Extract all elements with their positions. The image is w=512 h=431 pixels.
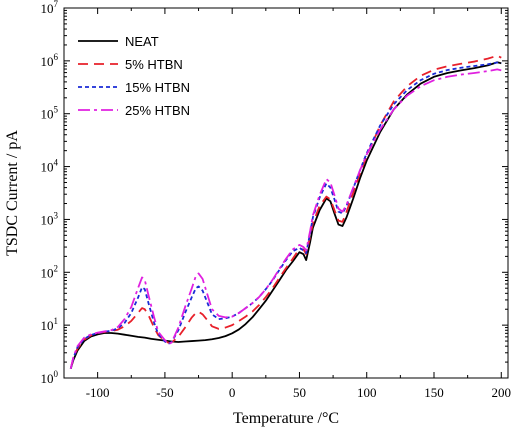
y-tick-label: 107 <box>41 0 59 16</box>
x-tick-label: 50 <box>293 385 306 400</box>
y-axis-title: TSDC Current / pA <box>4 130 21 256</box>
y-tick-label: 105 <box>41 105 59 122</box>
y-tick-label: 104 <box>41 158 59 175</box>
series-line-25-htbn <box>69 68 502 369</box>
x-tick-label: 100 <box>357 385 377 400</box>
legend-label-5-htbn: 5% HTBN <box>125 57 183 72</box>
y-tick-label: 100 <box>41 369 59 386</box>
y-tick-label: 106 <box>41 52 59 69</box>
legend-label-15-htbn: 15% HTBN <box>125 80 190 95</box>
y-tick-label: 102 <box>41 263 59 280</box>
x-tick-label: 0 <box>229 385 236 400</box>
series-lines <box>69 54 502 369</box>
x-tick-label: 150 <box>424 385 444 400</box>
x-tick-label: -100 <box>86 385 110 400</box>
axis-ticks: -100 -50 0 50 100 150 200 100 101 102 103 104 105 106… <box>41 0 512 400</box>
x-tick-label: -50 <box>156 385 173 400</box>
legend: NEAT 5% HTBN 15% HTBN 25% HTBN <box>78 34 190 118</box>
series-line-neat <box>69 61 502 369</box>
y-tick-label: 103 <box>41 210 59 227</box>
legend-label-neat: NEAT <box>125 34 159 49</box>
plot-frame <box>63 7 509 379</box>
x-tick-label: 200 <box>492 385 512 400</box>
y-tick-label: 101 <box>41 316 59 333</box>
x-axis-title: Temperature /°C <box>233 410 339 427</box>
legend-label-25-htbn: 25% HTBN <box>125 103 190 118</box>
